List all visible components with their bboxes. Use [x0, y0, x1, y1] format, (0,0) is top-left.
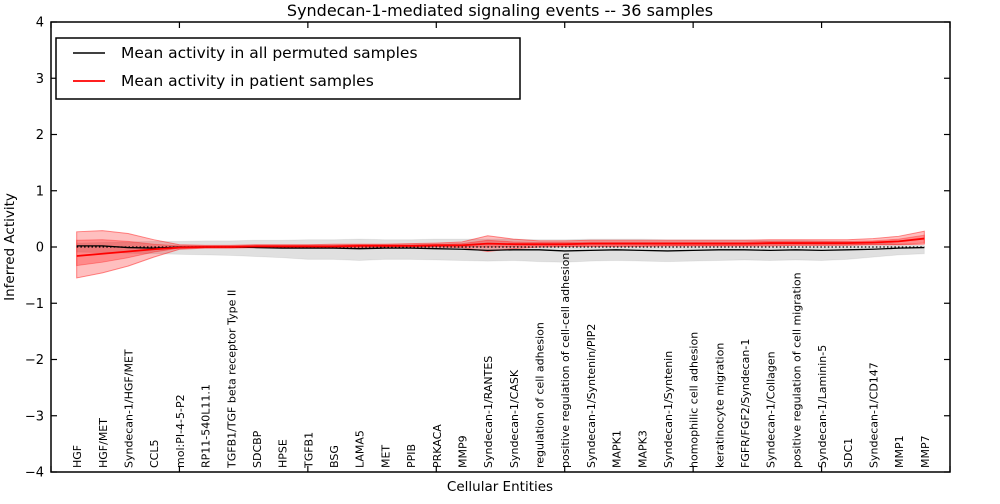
- series-line-patient: [76, 237, 925, 257]
- y-tick-label: 4: [36, 16, 44, 31]
- legend: Mean activity in all permuted samples Me…: [55, 37, 521, 100]
- plot-area: −4 −3 −2 −1 0 1 2 3 4 HGF HGF/MET Syndecan-1/HGF/ME…: [25, 16, 951, 481]
- legend-box: [55, 37, 521, 100]
- x-category-label: HGF/MET: [97, 418, 110, 468]
- y-tick-label: 2: [36, 128, 44, 143]
- x-category-label: PPIB: [405, 444, 418, 468]
- x-category-label: Syndecan-1/Laminin-5: [816, 345, 829, 468]
- y-tick-label: 1: [36, 184, 44, 199]
- chart-title: Syndecan-1-mediated signaling events -- …: [287, 1, 713, 20]
- x-category-label: HPSE: [277, 439, 290, 468]
- x-category-label: LAMA5: [354, 430, 367, 468]
- x-category-label: FGFR/FGF2/Syndecan-1: [739, 339, 752, 468]
- legend-label-patient: Mean activity in patient samples: [121, 72, 374, 90]
- y-tick-label: 3: [36, 72, 44, 87]
- band-patient-0: [76, 230, 925, 279]
- x-category-label: MET: [379, 445, 392, 468]
- x-category-label: Syndecan-1/Collagen: [765, 351, 778, 468]
- y-tick-label: −1: [25, 297, 44, 312]
- x-category-label: RP11-540L11.1: [200, 384, 213, 468]
- x-category-label: MMP9: [456, 435, 469, 468]
- x-axis-label: Cellular Entities: [447, 479, 553, 495]
- x-category-label: Syndecan-1/Syntenin/PIP2: [585, 324, 598, 468]
- x-category-label: Syndecan-1/CASK: [508, 369, 521, 468]
- y-tick-label: −4: [25, 466, 44, 481]
- x-category-label: BSG: [328, 445, 341, 468]
- y-axis-label: Inferred Activity: [2, 193, 18, 301]
- x-category-label: MAPK1: [611, 430, 624, 468]
- x-category-label: homophilic cell adhesion: [688, 332, 701, 468]
- x-category-label: Syndecan-1/RANTES: [482, 356, 495, 468]
- x-category-label: MMP1: [893, 435, 906, 468]
- y-tick-label: −3: [25, 409, 44, 424]
- x-category-label: positive regulation of cell-cell adhesio…: [559, 253, 572, 468]
- legend-label-permuted: Mean activity in all permuted samples: [121, 44, 418, 62]
- x-category-label: Syndecan-1/Syntenin: [662, 351, 675, 468]
- x-category-label: regulation of cell adhesion: [534, 322, 547, 468]
- x-category-label: SDCBP: [251, 430, 264, 468]
- x-category-label: PRKACA: [431, 424, 444, 468]
- x-category-label: TGFB1: [302, 432, 315, 469]
- x-category-label: CCL5: [148, 440, 161, 469]
- y-tick-label: 0: [36, 241, 44, 256]
- x-category-label: SDC1: [842, 438, 855, 468]
- x-category-label: keratinocyte migration: [713, 343, 726, 468]
- x-category-label: mol:PI-4-5-P2: [174, 394, 187, 468]
- x-category-label: HGF: [71, 445, 84, 468]
- x-category-label: MAPK3: [636, 430, 649, 468]
- x-category-label: TGFB1/TGF beta receptor Type II: [225, 290, 238, 469]
- x-category-label: Syndecan-1/CD147: [867, 362, 880, 468]
- y-tick-label: −2: [25, 353, 44, 368]
- x-category-label: Syndecan-1/HGF/MET: [123, 349, 136, 468]
- x-category-label: MMP7: [919, 435, 932, 468]
- x-category-label: positive regulation of cell migration: [790, 272, 803, 468]
